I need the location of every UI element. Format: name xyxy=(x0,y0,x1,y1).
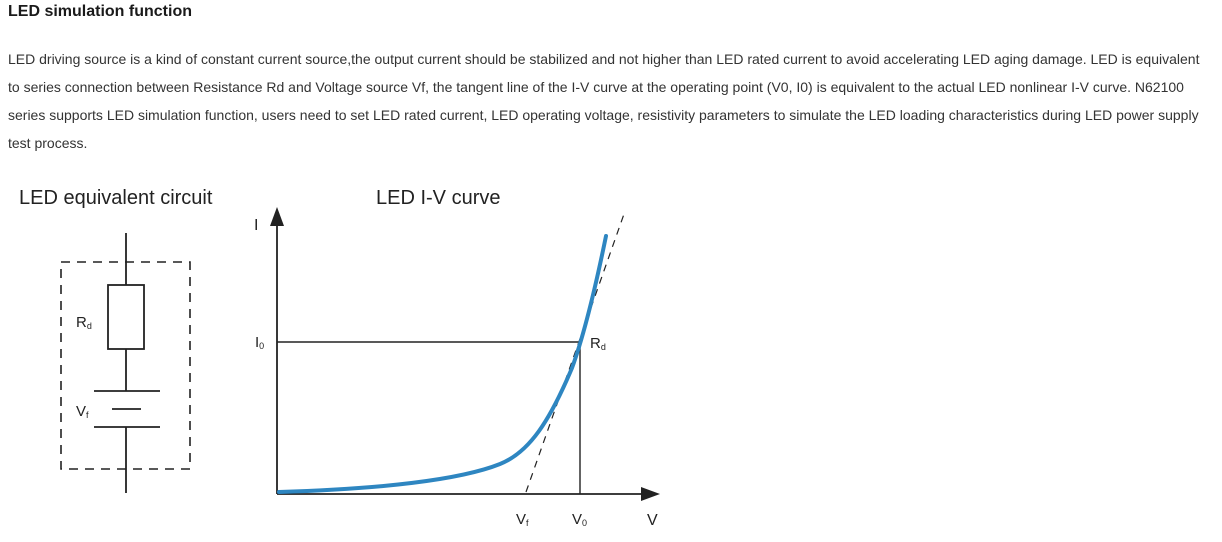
rd-tangent-line xyxy=(525,213,625,493)
figure-background xyxy=(0,170,700,542)
iv-x-axis-label: V xyxy=(647,512,658,529)
circuit-title: LED equivalent circuit xyxy=(19,187,213,209)
led-iv-curve xyxy=(277,234,608,494)
section-title: LED simulation function xyxy=(8,3,192,20)
iv-y-axis-arrow xyxy=(270,207,284,226)
iv-title: LED I-V curve xyxy=(376,187,500,209)
iv-i0-label: I0 xyxy=(255,334,264,351)
iv-vf-label: Vf xyxy=(516,511,529,528)
led-diagram-svg: LED equivalent circuit Rd Vf LED I-V cur… xyxy=(0,170,700,542)
iv-y-axis-label: I xyxy=(254,217,258,234)
section-paragraph: LED driving source is a kind of constant… xyxy=(8,51,1200,151)
iv-rd-label: Rd xyxy=(590,335,606,352)
iv-v0-label: V0 xyxy=(572,511,587,528)
resistor-rd xyxy=(107,284,145,350)
circuit-rd-label: Rd xyxy=(76,314,92,331)
iv-x-axis-arrow xyxy=(641,487,660,501)
led-figure: LED equivalent circuit Rd Vf LED I-V cur… xyxy=(0,170,700,542)
circuit-vf-label: Vf xyxy=(76,403,89,420)
